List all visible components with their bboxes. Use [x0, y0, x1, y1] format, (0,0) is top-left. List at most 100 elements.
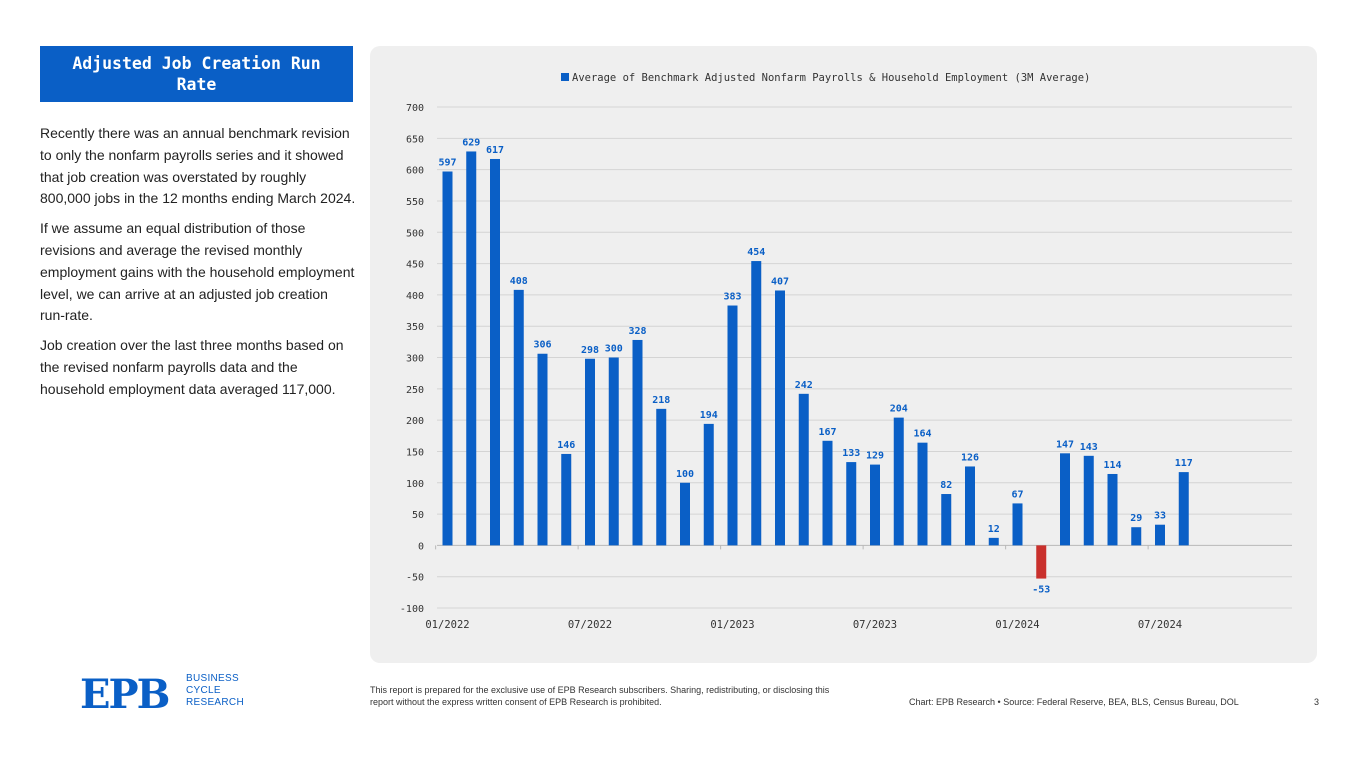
bar	[466, 151, 477, 546]
bar	[1012, 503, 1023, 546]
data-label: 407	[771, 276, 789, 287]
bar	[775, 290, 785, 546]
y-tick-label: 600	[406, 166, 424, 177]
data-label: 300	[605, 344, 623, 355]
bar	[727, 305, 738, 546]
data-label: 328	[628, 326, 646, 337]
bar	[656, 408, 667, 546]
epb-logo: EPB	[80, 672, 171, 712]
bar	[561, 453, 572, 546]
brand-line: BUSINESS	[186, 673, 239, 684]
data-label: 408	[510, 276, 528, 287]
data-label: 242	[795, 380, 813, 391]
bar	[846, 462, 857, 546]
data-label: 218	[652, 395, 670, 406]
bar	[870, 464, 880, 546]
x-tick-label: 07/2023	[853, 619, 897, 631]
bar	[751, 261, 762, 546]
commentary-paragraph: If we assume an equal distribution of th…	[40, 220, 355, 324]
legend-swatch	[561, 73, 569, 81]
y-tick-label: 500	[406, 228, 424, 239]
data-label: 100	[676, 469, 694, 480]
data-label: 143	[1080, 442, 1098, 453]
bar	[632, 339, 643, 546]
bar	[490, 158, 500, 546]
bar	[585, 358, 595, 546]
data-label: 114	[1103, 460, 1121, 471]
data-label: 82	[940, 480, 952, 491]
data-label: 204	[890, 404, 908, 415]
data-label: -53	[1032, 585, 1050, 596]
y-tick-label: -100	[400, 604, 424, 615]
x-tick-label: 01/2022	[425, 619, 469, 631]
brand-line: RESEARCH	[186, 697, 244, 708]
data-label: 29	[1130, 513, 1142, 524]
bar	[608, 357, 619, 546]
data-label: 147	[1056, 439, 1074, 450]
data-label: 129	[866, 451, 884, 462]
data-label: 194	[700, 410, 718, 421]
x-tick-label: 07/2024	[1138, 619, 1182, 631]
y-tick-label: 450	[406, 260, 424, 271]
y-tick-label: 200	[406, 416, 424, 427]
data-label: 146	[557, 440, 575, 451]
bar	[1131, 527, 1142, 546]
bar	[513, 289, 524, 546]
data-label: 33	[1154, 511, 1166, 522]
data-label: 298	[581, 345, 599, 356]
x-tick-label: 07/2022	[568, 619, 612, 631]
bar	[941, 494, 952, 546]
y-tick-label: 250	[406, 385, 424, 396]
bar	[537, 353, 548, 546]
bar	[917, 442, 928, 546]
y-tick-label: 0	[418, 541, 424, 552]
brand-line: CYCLE	[186, 685, 221, 696]
x-tick-label: 01/2023	[710, 619, 754, 631]
bar	[703, 423, 714, 546]
bar	[893, 417, 904, 546]
data-label: 617	[486, 145, 504, 156]
data-label: 383	[723, 292, 741, 303]
disclaimer: This report is prepared for the exclusiv…	[370, 685, 830, 707]
legend-label: Average of Benchmark Adjusted Nonfarm Pa…	[572, 72, 1090, 84]
commentary: Recently there was an annual benchmark r…	[40, 123, 356, 409]
bar	[1178, 472, 1189, 546]
chart-panel: -100 -50 0 50 100 150 200 250 300 350 400 450 500 550…	[370, 46, 1317, 663]
bar	[680, 482, 690, 546]
data-label: 629	[462, 137, 480, 148]
brand-tagline: BUSINESS CYCLE RESEARCH	[186, 673, 244, 709]
bar	[988, 537, 999, 546]
page-title: Adjusted Job Creation Run Rate	[40, 46, 353, 102]
data-label: 454	[747, 247, 765, 258]
data-label: 133	[842, 448, 860, 459]
y-tick-label: 650	[406, 134, 424, 145]
data-label: 306	[533, 340, 551, 351]
y-tick-label: 700	[406, 103, 424, 114]
y-tick-label: 400	[406, 291, 424, 302]
data-label: 167	[818, 427, 836, 438]
bar	[1107, 473, 1118, 546]
y-tick-label: -50	[406, 573, 424, 584]
bar	[1060, 453, 1070, 546]
bar	[822, 440, 833, 546]
y-tick-label: 300	[406, 354, 424, 365]
commentary-paragraph: Recently there was an annual benchmark r…	[40, 125, 356, 207]
source-note: Chart: EPB Research • Source: Federal Re…	[909, 697, 1239, 707]
bar	[1036, 545, 1047, 579]
y-tick-label: 150	[406, 447, 424, 458]
data-label: 67	[1011, 489, 1023, 500]
y-tick-label: 550	[406, 197, 424, 208]
data-label: 12	[988, 524, 1000, 535]
data-label: 117	[1175, 458, 1193, 469]
logo-wordmark: EPB	[80, 672, 169, 712]
bar	[1155, 524, 1165, 546]
bar	[1083, 455, 1094, 546]
x-tick-label: 01/2024	[995, 619, 1039, 631]
commentary-paragraph: Job creation over the last three months …	[40, 337, 344, 397]
y-tick-label: 350	[406, 322, 424, 333]
data-label: 597	[438, 158, 456, 169]
page-number: 3	[1314, 697, 1320, 707]
bar	[798, 393, 809, 546]
bar	[442, 171, 453, 546]
data-label: 126	[961, 452, 979, 463]
